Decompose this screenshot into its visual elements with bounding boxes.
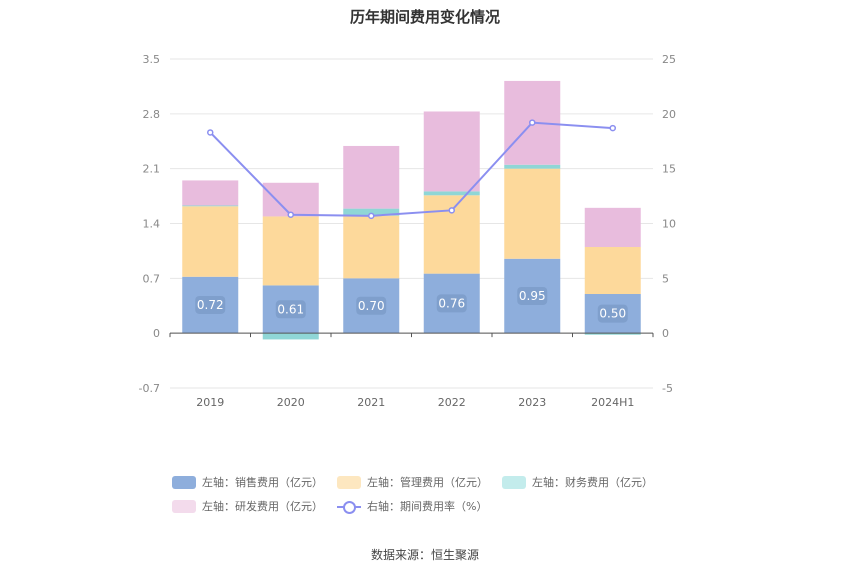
sales-value-label-bg bbox=[597, 304, 628, 323]
data-labels: 0.72 0.61 0.70 0.76 0.95 0.50 bbox=[195, 286, 628, 323]
right-axis-ticks: -5 0 5 10 15 20 25 bbox=[662, 53, 676, 395]
legend: 左轴：销售费用（亿元） 左轴：管理费用（亿元） 左轴：财务费用（亿元） 左轴：研… bbox=[172, 472, 692, 520]
left-tick-label: 2.8 bbox=[143, 108, 161, 121]
grid-lines bbox=[170, 58, 653, 389]
bar-segment bbox=[182, 180, 239, 206]
left-tick-label: 1.4 bbox=[143, 218, 161, 231]
x-tick-label: 2020 bbox=[277, 396, 305, 409]
legend-swatch-rate bbox=[337, 500, 361, 514]
legend-label-rate: 右轴：期间费用率（%） bbox=[367, 500, 488, 513]
chart-title: 历年期间费用变化情况 bbox=[349, 8, 500, 26]
legend-row-1: 左轴：销售费用（亿元） 左轴：管理费用（亿元） 左轴：财务费用（亿元） bbox=[172, 472, 692, 492]
x-axis: 2019 2020 2021 2022 2023 2024H1 bbox=[169, 332, 654, 409]
rate-point bbox=[287, 211, 294, 218]
bar-segment bbox=[343, 208, 400, 216]
legend-swatch-rnd bbox=[172, 499, 196, 513]
left-tick-label: 3.5 bbox=[143, 53, 161, 66]
rate-point bbox=[207, 129, 214, 136]
bar-segment bbox=[423, 111, 480, 192]
right-tick-label: 10 bbox=[662, 218, 676, 231]
sales-value-label-bg bbox=[517, 286, 548, 305]
data-source: 数据来源：恒生聚源 bbox=[370, 548, 479, 562]
right-tick-label: 20 bbox=[662, 108, 676, 121]
bar-segment bbox=[584, 207, 641, 247]
legend-item-rate[interactable]: 右轴：期间费用率（%） bbox=[337, 498, 487, 514]
sales-value-label-bg bbox=[275, 300, 306, 319]
sales-value-label-bg bbox=[356, 296, 387, 315]
sales-value-label: 0.95 bbox=[517, 286, 548, 305]
right-tick-label: 25 bbox=[662, 53, 676, 66]
sales-value-label-bg bbox=[436, 294, 467, 313]
left-tick-label: 0 bbox=[153, 327, 160, 340]
rate-point bbox=[529, 119, 536, 126]
legend-label-admin: 左轴：管理费用（亿元） bbox=[367, 476, 488, 489]
x-tick-label: 2019 bbox=[196, 396, 224, 409]
right-tick-label: 5 bbox=[662, 272, 669, 285]
legend-item-rnd[interactable]: 左轴：研发费用（亿元） bbox=[172, 498, 323, 514]
x-tick-label: 2022 bbox=[438, 396, 466, 409]
rate-point bbox=[609, 124, 616, 132]
bar-segment bbox=[504, 164, 561, 169]
x-tick-label: 2021 bbox=[357, 396, 385, 409]
legend-item-sales[interactable]: 左轴：销售费用（亿元） bbox=[172, 474, 323, 490]
sales-value-label-text: 0.72 bbox=[197, 298, 224, 312]
bar-segment bbox=[343, 215, 400, 279]
legend-item-finance[interactable]: 左轴：财务费用（亿元） bbox=[502, 474, 653, 490]
bar-segment bbox=[262, 216, 319, 286]
bar-segment bbox=[423, 191, 480, 196]
legend-row-2: 左轴：研发费用（亿元） 右轴：期间费用率（%） bbox=[172, 496, 692, 516]
bar-segment bbox=[504, 168, 561, 259]
expense-rate-line bbox=[207, 119, 616, 220]
bar-segment bbox=[262, 333, 319, 340]
legend-swatch-sales bbox=[172, 475, 196, 489]
bar-segment bbox=[182, 205, 239, 207]
legend-label-rnd: 左轴：研发费用（亿元） bbox=[202, 500, 323, 513]
right-tick-label: 15 bbox=[662, 163, 676, 176]
left-tick-label: 2.1 bbox=[143, 163, 161, 176]
rate-line bbox=[209, 121, 613, 217]
sales-value-label-text: 0.50 bbox=[599, 307, 626, 321]
left-tick-label: -0.7 bbox=[139, 382, 160, 395]
sales-value-label-bg bbox=[195, 295, 226, 314]
bar-segment bbox=[262, 182, 319, 217]
rate-point bbox=[448, 207, 455, 214]
bar-segment bbox=[584, 333, 641, 335]
sales-value-label-text: 0.61 bbox=[277, 302, 304, 316]
legend-label-sales: 左轴：销售费用（亿元） bbox=[202, 476, 323, 489]
sales-value-label-text: 0.95 bbox=[519, 289, 546, 303]
sales-value-label-text: 0.70 bbox=[358, 299, 385, 313]
legend-swatch-admin bbox=[337, 475, 361, 489]
bar-segment bbox=[182, 206, 239, 277]
sales-value-label: 0.50 bbox=[597, 304, 628, 323]
right-tick-label: -5 bbox=[662, 382, 673, 395]
bar-segment bbox=[423, 195, 480, 274]
right-tick-label: 0 bbox=[662, 327, 669, 340]
sales-value-label-text: 0.76 bbox=[438, 296, 465, 310]
sales-value-label: 0.76 bbox=[436, 294, 467, 313]
sales-value-label: 0.70 bbox=[356, 296, 387, 315]
left-tick-label: 0.7 bbox=[143, 272, 161, 285]
sales-value-label: 0.61 bbox=[275, 300, 306, 319]
legend-swatch-finance bbox=[502, 475, 526, 489]
x-tick-label: 2024H1 bbox=[591, 396, 634, 409]
bars bbox=[182, 80, 641, 340]
bar-segment bbox=[584, 247, 641, 294]
legend-item-admin[interactable]: 左轴：管理费用（亿元） bbox=[337, 474, 488, 490]
left-axis-ticks: -0.7 0 0.7 1.4 2.1 2.8 3.5 bbox=[139, 53, 160, 395]
legend-label-finance: 左轴：财务费用（亿元） bbox=[532, 476, 653, 489]
sales-value-label: 0.72 bbox=[195, 295, 226, 314]
rate-point bbox=[368, 212, 375, 220]
x-tick-label: 2023 bbox=[518, 396, 546, 409]
bar-segment bbox=[343, 145, 400, 209]
